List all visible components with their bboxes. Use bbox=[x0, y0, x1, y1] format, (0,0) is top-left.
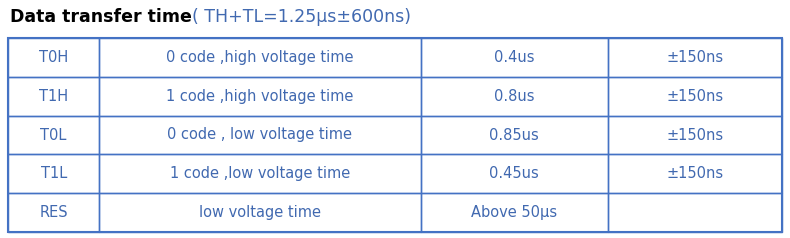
Text: ±150ns: ±150ns bbox=[666, 128, 724, 143]
Text: T0L: T0L bbox=[40, 128, 67, 143]
Bar bbox=[608, 193, 782, 232]
Bar bbox=[8, 77, 100, 116]
Text: Above 50μs: Above 50μs bbox=[471, 205, 557, 220]
Text: ( TH+TL=1.25μs±600ns): ( TH+TL=1.25μs±600ns) bbox=[192, 8, 411, 26]
Bar bbox=[100, 77, 420, 116]
Text: T0H: T0H bbox=[39, 50, 68, 65]
Bar bbox=[8, 116, 100, 154]
Bar bbox=[100, 193, 420, 232]
Text: 0.4us: 0.4us bbox=[494, 50, 535, 65]
Bar bbox=[420, 77, 608, 116]
Text: 1 code ,low voltage time: 1 code ,low voltage time bbox=[170, 166, 350, 181]
Bar bbox=[608, 116, 782, 154]
Text: 0.45us: 0.45us bbox=[489, 166, 539, 181]
Text: 0 code ,high voltage time: 0 code ,high voltage time bbox=[166, 50, 354, 65]
Bar bbox=[8, 38, 100, 77]
Text: ±150ns: ±150ns bbox=[666, 50, 724, 65]
Bar bbox=[608, 154, 782, 193]
Text: ±150ns: ±150ns bbox=[666, 166, 724, 181]
Text: 1 code ,high voltage time: 1 code ,high voltage time bbox=[166, 89, 354, 104]
Text: ±150ns: ±150ns bbox=[666, 89, 724, 104]
Bar bbox=[420, 154, 608, 193]
Bar bbox=[420, 38, 608, 77]
Text: 0.8us: 0.8us bbox=[494, 89, 535, 104]
Bar bbox=[8, 38, 782, 232]
Bar bbox=[420, 193, 608, 232]
Text: 0 code , low voltage time: 0 code , low voltage time bbox=[167, 128, 352, 143]
Text: RES: RES bbox=[40, 205, 68, 220]
Text: 0.85us: 0.85us bbox=[489, 128, 539, 143]
Bar bbox=[100, 38, 420, 77]
Text: low voltage time: low voltage time bbox=[199, 205, 321, 220]
Bar bbox=[8, 154, 100, 193]
Text: Data transfer time: Data transfer time bbox=[10, 8, 192, 26]
Text: T1L: T1L bbox=[40, 166, 67, 181]
Text: T1H: T1H bbox=[39, 89, 68, 104]
Bar bbox=[8, 193, 100, 232]
Bar bbox=[100, 154, 420, 193]
Bar bbox=[608, 38, 782, 77]
Bar bbox=[608, 77, 782, 116]
Bar bbox=[420, 116, 608, 154]
Bar bbox=[100, 116, 420, 154]
